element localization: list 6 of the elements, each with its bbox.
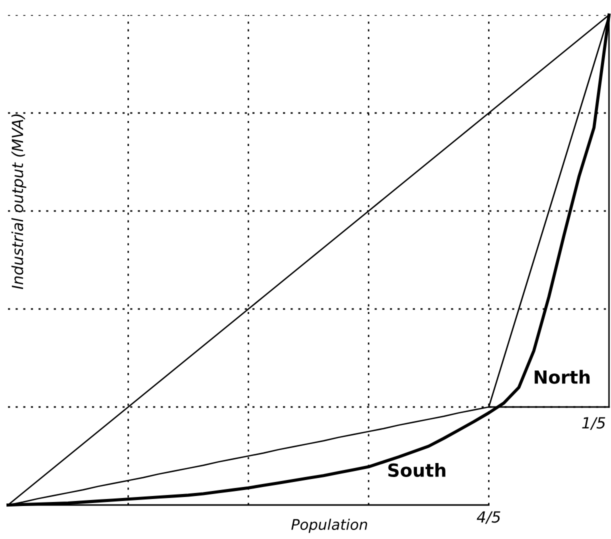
- annotation: 1/5: [582, 417, 606, 430]
- annotation: North: [534, 370, 590, 384]
- annotation: South: [388, 463, 446, 477]
- text: 4/5: [476, 511, 500, 524]
- y-axis-title: Industrial output (MVA): [11, 114, 26, 290]
- x-axis-title: Population: [291, 518, 368, 533]
